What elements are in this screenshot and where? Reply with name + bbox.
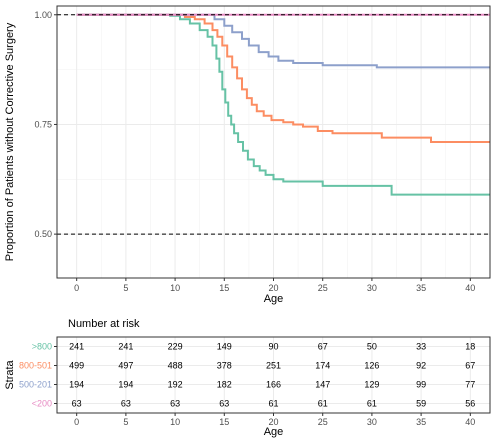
risk-count: 90 [268, 342, 278, 352]
risk-count: 251 [266, 361, 281, 371]
risk-count: 61 [268, 399, 278, 409]
risk-count: 63 [170, 399, 180, 409]
risk-count: 147 [315, 380, 330, 390]
risk-table-title: Number at risk [68, 318, 140, 330]
survival-curve [76, 13, 490, 196]
risk-x-axis-title: Age [264, 426, 284, 438]
x-axis-title: Age [264, 293, 284, 305]
risk-count: 61 [318, 399, 328, 409]
survival-plot-panel: 0 5 10 15 20 25 30 35 40 0.50 0.75 1.00 Age Proportio… [4, 5, 491, 305]
risk-count: 63 [72, 399, 82, 409]
x-tick-label: 25 [318, 283, 328, 293]
risk-count: 241 [118, 342, 133, 352]
risk-count: 194 [69, 380, 84, 390]
risk-count: 488 [168, 361, 183, 371]
risk-x-tick-label: 5 [123, 417, 128, 427]
risk-count: 92 [416, 361, 426, 371]
x-tick-label: 30 [367, 283, 377, 293]
risk-x-tick-label: 40 [465, 417, 475, 427]
risk-count: 77 [465, 380, 475, 390]
survival-curve [76, 13, 490, 69]
y-tick-label: 1.00 [34, 10, 52, 20]
x-tick-label: 5 [123, 283, 128, 293]
x-tick-label: 15 [219, 283, 229, 293]
risk-x-tick-label: 20 [268, 417, 278, 427]
strata-label: 500-201 [19, 380, 52, 390]
risk-count: 194 [118, 380, 133, 390]
survival-curve [76, 13, 490, 143]
risk-x-tick-label: 35 [416, 417, 426, 427]
risk-count: 63 [219, 399, 229, 409]
risk-count: 149 [217, 342, 232, 352]
strata-label: 800-501 [19, 361, 52, 371]
x-tick-label: 20 [268, 283, 278, 293]
risk-count: 378 [217, 361, 232, 371]
risk-count: 126 [364, 361, 379, 371]
y-axis-title: Proportion of Patients without Correctiv… [4, 22, 16, 261]
risk-count: 229 [168, 342, 183, 352]
strata-label: <200 [32, 399, 52, 409]
strata-axis-title: Strata [4, 359, 16, 389]
risk-count: 99 [416, 380, 426, 390]
risk-count: 499 [69, 361, 84, 371]
risk-count: 67 [318, 342, 328, 352]
risk-count: 174 [315, 361, 330, 371]
risk-count: 192 [168, 380, 183, 390]
risk-count: 18 [465, 342, 475, 352]
risk-count: 497 [118, 361, 133, 371]
risk-count: 33 [416, 342, 426, 352]
risk-x-tick-label: 30 [367, 417, 377, 427]
risk-x-tick-label: 15 [219, 417, 229, 427]
x-tick-label: 0 [74, 283, 79, 293]
risk-count: 50 [367, 342, 377, 352]
risk-x-tick-label: 10 [170, 417, 180, 427]
x-tick-label: 35 [416, 283, 426, 293]
risk-count: 182 [217, 380, 232, 390]
risk-count: 59 [416, 399, 426, 409]
y-tick-label: 0.75 [34, 119, 52, 129]
risk-count: 56 [465, 399, 475, 409]
risk-count: 63 [121, 399, 131, 409]
risk-x-tick-label: 25 [318, 417, 328, 427]
x-tick-label: 10 [170, 283, 180, 293]
risk-x-tick-label: 0 [74, 417, 79, 427]
x-tick-label: 40 [465, 283, 475, 293]
risk-count: 166 [266, 380, 281, 390]
risk-count: 129 [364, 380, 379, 390]
risk-count: 67 [465, 361, 475, 371]
strata-label: >800 [32, 342, 52, 352]
y-tick-label: 0.50 [34, 229, 52, 239]
risk-count: 241 [69, 342, 84, 352]
risk-count: 61 [367, 399, 377, 409]
